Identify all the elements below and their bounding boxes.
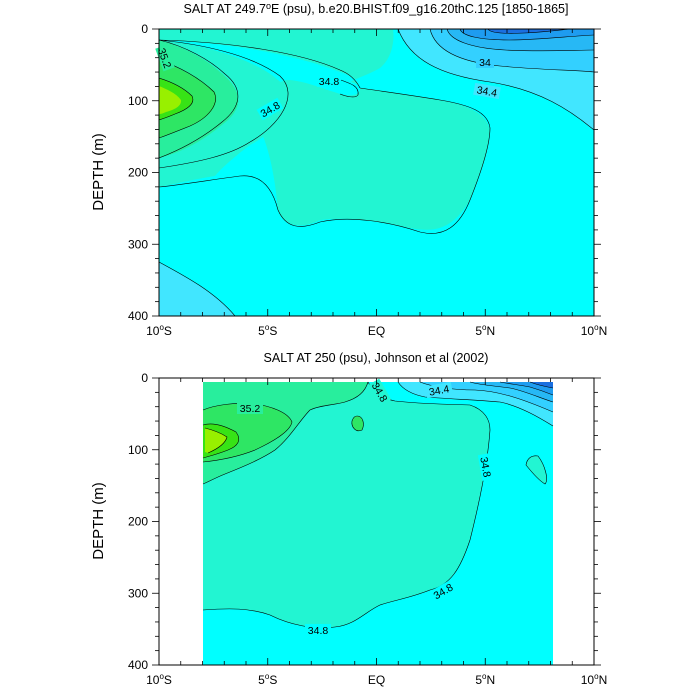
top-fill-level-1b bbox=[159, 262, 235, 316]
x-tick-label: 5oN bbox=[475, 323, 495, 338]
top-fill-level-4 bbox=[159, 29, 490, 230]
bottom-fill-level-3 bbox=[203, 382, 553, 665]
bottom-tick-marks bbox=[152, 377, 601, 666]
top-contour-label: 34.4 bbox=[476, 84, 498, 99]
bottom-y-tick-labels: 0 100 200 300 400 bbox=[128, 371, 148, 672]
bottom-contour-label: 34.8 bbox=[308, 625, 329, 637]
bottom-contour-fills bbox=[203, 382, 553, 665]
top-contour-label: 34.8 bbox=[319, 76, 340, 88]
bottom-contour-label: 34.8 bbox=[477, 456, 492, 478]
bottom-panel: SALT AT 250 (psu), Johnson et al (2002) bbox=[90, 351, 607, 687]
y-tick-label: 300 bbox=[128, 586, 148, 600]
top-x-tick-labels: 10oS 5oS EQ 5oN 10oN bbox=[146, 323, 607, 338]
bottom-fill-level-8 bbox=[205, 428, 227, 453]
top-title: SALT AT 249.7oE (psu), b.e20.BHIST.f09_g… bbox=[184, 1, 569, 16]
bottom-fill-level-0b bbox=[530, 382, 553, 388]
bottom-contour-label: 34.4 bbox=[428, 383, 450, 398]
top-y-tick-labels: 0 100 200 300 400 bbox=[128, 22, 148, 323]
y-tick-label: 0 bbox=[141, 22, 148, 36]
bottom-fill-level-3b bbox=[526, 455, 547, 484]
x-tick-label: EQ bbox=[368, 673, 385, 687]
bottom-contour-label: 35.2 bbox=[240, 403, 261, 415]
bottom-title: SALT AT 250 (psu), Johnson et al (2002) bbox=[264, 351, 489, 365]
y-tick-label: 100 bbox=[128, 443, 148, 457]
bottom-contour-labels: 34.8 34.4 35.2 34.8 34.8 34.8 bbox=[237, 378, 495, 637]
bottom-fill-level-6b bbox=[351, 416, 364, 431]
top-contour-lines bbox=[159, 29, 594, 316]
y-tick-label: 100 bbox=[128, 94, 148, 108]
y-tick-label: 300 bbox=[128, 237, 148, 251]
x-tick-label: 5oS bbox=[258, 323, 277, 338]
top-fill-level-8 bbox=[159, 86, 182, 114]
x-tick-label: 5oN bbox=[475, 672, 495, 687]
top-y-axis-label: DEPTH (m) bbox=[90, 133, 107, 211]
top-contour-label: 34 bbox=[479, 57, 491, 69]
top-contour-fills bbox=[159, 29, 594, 316]
top-panel: SALT AT 249.7oE (psu), b.e20.BHIST.f09_g… bbox=[90, 1, 607, 338]
x-tick-label: EQ bbox=[368, 324, 385, 338]
x-tick-label: 10oN bbox=[581, 672, 607, 687]
x-tick-label: 5oS bbox=[258, 672, 277, 687]
y-tick-label: 0 bbox=[141, 371, 148, 385]
x-tick-label: 10oN bbox=[581, 323, 607, 338]
bottom-x-tick-labels: 10oS 5oS EQ 5oN 10oN bbox=[146, 672, 607, 687]
x-tick-label: 10oS bbox=[146, 323, 172, 338]
bottom-y-axis-label: DEPTH (m) bbox=[90, 482, 107, 560]
y-tick-label: 400 bbox=[128, 309, 148, 323]
y-tick-label: 200 bbox=[128, 166, 148, 180]
y-tick-label: 400 bbox=[128, 658, 148, 672]
x-tick-label: 10oS bbox=[146, 672, 172, 687]
top-tick-marks bbox=[152, 28, 601, 317]
y-tick-label: 200 bbox=[128, 515, 148, 529]
